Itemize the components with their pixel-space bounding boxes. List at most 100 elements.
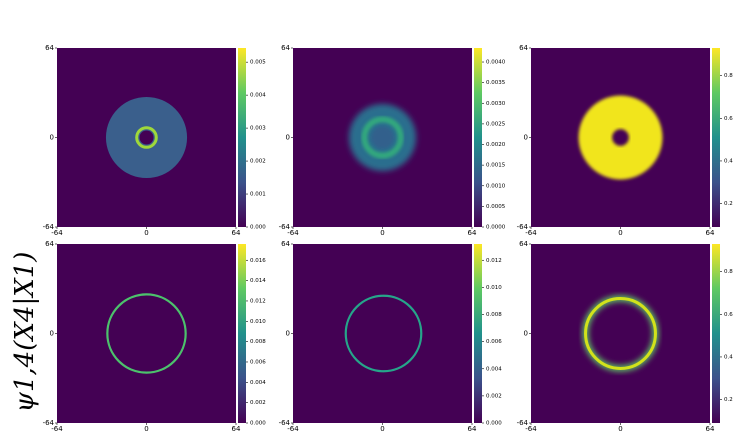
heatmap — [293, 48, 472, 227]
x-tick-label: 0 — [144, 229, 148, 237]
image-hole — [371, 126, 394, 149]
colorbar-tick-label: 0.006 — [250, 359, 266, 365]
image-ring — [361, 116, 404, 159]
y-tick-label: 64 — [519, 240, 528, 248]
colorbar-tick-label: 0.6 — [724, 312, 733, 318]
colorbar-tick-label: 0.0005 — [486, 204, 506, 210]
heatmap-background — [531, 244, 710, 423]
colorbar-tick-label: 0.000 — [250, 225, 266, 231]
x-tick-label: -64 — [525, 229, 537, 237]
colorbar — [712, 244, 720, 423]
colorbar-tick-label: 0.6 — [724, 116, 733, 122]
x-tick-label: 0 — [144, 425, 148, 433]
colorbar-tick-label: 0.008 — [486, 312, 502, 318]
image-hole — [612, 129, 629, 146]
x-tick-label: 0 — [618, 229, 622, 237]
colorbar-tick-label: 0.003 — [250, 126, 266, 132]
y-tick-label: 0 — [50, 330, 54, 338]
x-tick-label: 64 — [706, 229, 715, 237]
y-tick-label: 64 — [519, 44, 528, 52]
y-tick-label: -64 — [279, 223, 291, 231]
colorbar-tick-label: 0.4 — [724, 158, 733, 164]
y-tick-label: 0 — [286, 134, 290, 142]
colorbar-tick-label: 0.002 — [486, 393, 502, 399]
colorbar-tick-label: 0.012 — [486, 258, 502, 264]
heatmap — [293, 244, 472, 423]
colorbar-tick-label: 0.010 — [250, 319, 266, 325]
y-tick-label: 0 — [524, 330, 528, 338]
y-tick-label: 64 — [281, 240, 290, 248]
image-ring — [135, 126, 158, 149]
heatmap — [57, 48, 236, 227]
y-tick-label: 0 — [50, 134, 54, 142]
y-tick-label: -64 — [517, 223, 529, 231]
colorbar-tick-label: 0.8 — [724, 269, 733, 275]
x-tick-label: 64 — [706, 425, 715, 433]
y-tick-label: -64 — [43, 223, 55, 231]
x-tick-label: -64 — [51, 229, 63, 237]
x-tick-label: -64 — [287, 425, 299, 433]
heatmap-background — [293, 244, 472, 423]
colorbar-tick-label: 0.0000 — [486, 225, 506, 231]
x-tick-label: 64 — [468, 425, 477, 433]
colorbar-tick-label: 0.002 — [250, 400, 266, 406]
y-tick-label: -64 — [517, 419, 529, 427]
y-tick-label: 0 — [524, 134, 528, 142]
heatmap — [531, 48, 710, 227]
colorbar-tick-label: 0.005 — [250, 60, 266, 66]
image-ring — [344, 294, 423, 373]
colorbar-tick-label: 0.014 — [250, 278, 266, 284]
colorbar-tick-label: 0.0040 — [486, 60, 506, 66]
colorbar-tick-label: 0.8 — [724, 73, 733, 79]
colorbar-tick-label: 0.0020 — [486, 142, 506, 148]
colorbar — [238, 244, 246, 423]
colorbar — [712, 48, 720, 227]
colorbar-tick-label: 0.2 — [724, 201, 733, 207]
x-tick-label: -64 — [287, 229, 299, 237]
x-tick-label: 64 — [232, 425, 241, 433]
colorbar — [238, 48, 246, 227]
image-ring — [106, 293, 187, 374]
colorbar-tick-label: 0.016 — [250, 258, 266, 264]
heatmap — [57, 244, 236, 423]
colorbar-tick-label: 0.004 — [250, 380, 266, 386]
colorbar-tick-label: 0.0015 — [486, 163, 506, 169]
heatmap-background — [57, 244, 236, 423]
x-tick-label: 0 — [380, 425, 384, 433]
colorbar-tick-label: 0.006 — [486, 339, 502, 345]
colorbar-tick-label: 0.0025 — [486, 121, 506, 127]
colorbar-tick-label: 0.002 — [250, 159, 266, 165]
colorbar-tick-label: 0.004 — [486, 366, 502, 372]
colorbar-tick-label: 0.0010 — [486, 183, 506, 189]
colorbar-tick-label: 0.4 — [724, 354, 733, 360]
colorbar-tick-label: 0.010 — [486, 285, 502, 291]
x-tick-label: -64 — [525, 425, 537, 433]
colorbar-tick-label: 0.012 — [250, 298, 266, 304]
y-tick-label: -64 — [43, 419, 55, 427]
x-tick-label: -64 — [51, 425, 63, 433]
image-ring — [584, 297, 657, 370]
colorbar — [474, 48, 482, 227]
x-tick-label: 64 — [468, 229, 477, 237]
colorbar — [474, 244, 482, 423]
colorbar-tick-label: 0.001 — [250, 192, 266, 198]
x-tick-label: 0 — [380, 229, 384, 237]
colorbar-tick-label: 0.0035 — [486, 80, 506, 86]
y-tick-label: 64 — [281, 44, 290, 52]
y-tick-label: 0 — [286, 330, 290, 338]
colorbar-tick-label: 0.2 — [724, 397, 733, 403]
colorbar-tick-label: 0.0030 — [486, 101, 506, 107]
y-tick-label: 64 — [45, 44, 54, 52]
y-tick-label: -64 — [279, 419, 291, 427]
colorbar-tick-label: 0.004 — [250, 93, 266, 99]
heatmap — [531, 244, 710, 423]
x-tick-label: 0 — [618, 425, 622, 433]
y-tick-label: 64 — [45, 240, 54, 248]
colorbar-tick-label: 0.000 — [486, 421, 502, 427]
image-hole — [139, 130, 154, 145]
x-tick-label: 64 — [232, 229, 241, 237]
colorbar-tick-label: 0.008 — [250, 339, 266, 345]
row-label: ψ1,4(X4|X1) — [10, 252, 40, 413]
colorbar-tick-label: 0.000 — [250, 421, 266, 427]
